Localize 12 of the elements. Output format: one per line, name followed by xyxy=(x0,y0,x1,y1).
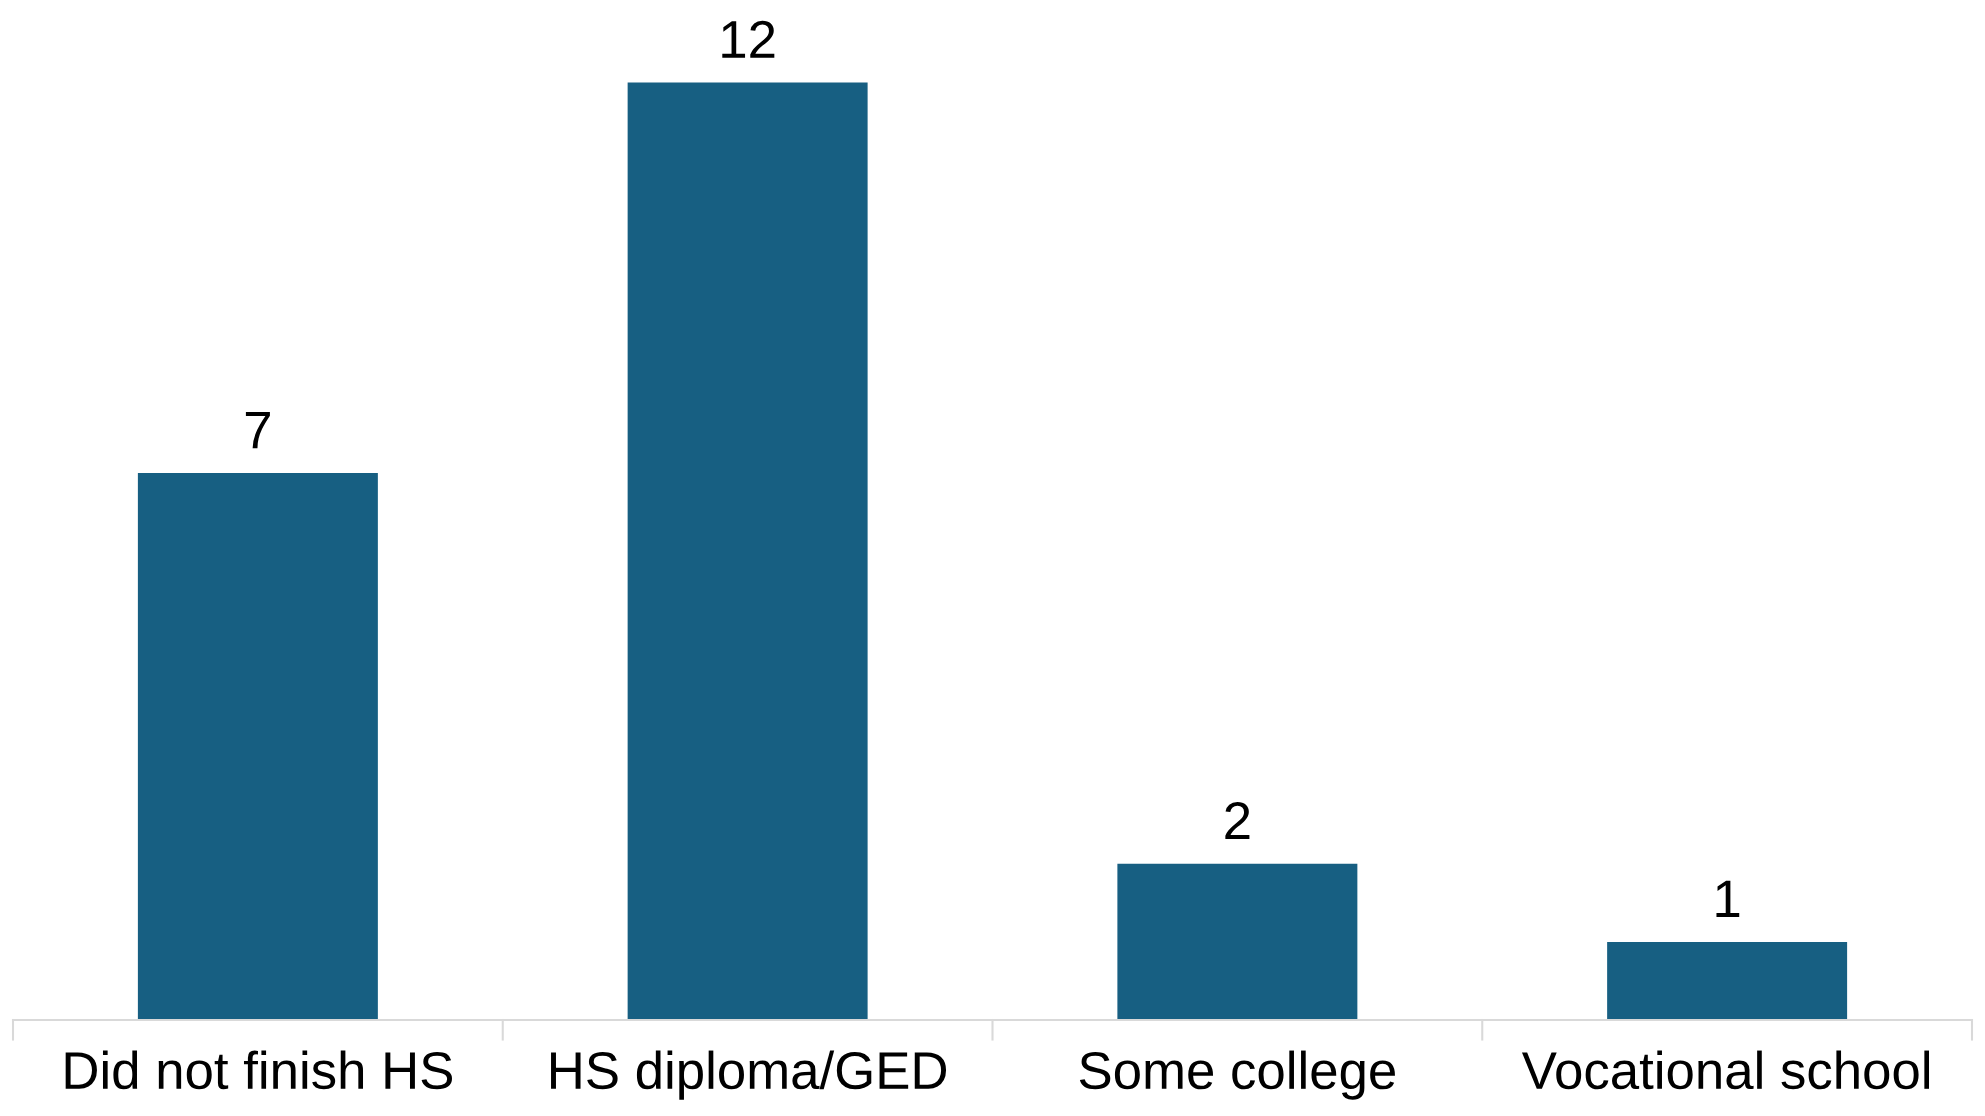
bar xyxy=(1607,941,1848,1020)
data-label: 12 xyxy=(722,20,775,58)
x-tick-label: HS diploma/GED xyxy=(551,1050,947,1100)
data-label: 2 xyxy=(1225,802,1250,839)
x-tick-label: Did not finish HS xyxy=(65,1050,452,1090)
x-tick-label: Vocational school xyxy=(1521,1050,1929,1090)
x-tick-label: Some college xyxy=(1079,1050,1395,1100)
data-label: 1 xyxy=(1716,880,1740,918)
data-label: 7 xyxy=(245,411,270,449)
bar xyxy=(1117,863,1358,1020)
bar xyxy=(627,82,868,1020)
bar xyxy=(137,473,378,1020)
